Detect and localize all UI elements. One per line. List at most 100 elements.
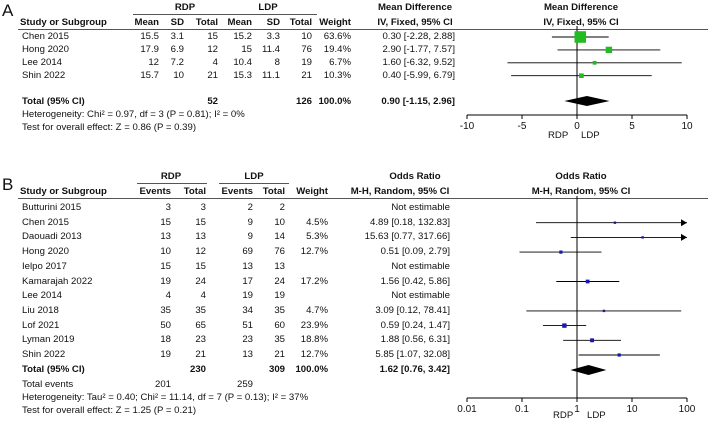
total-events-label-b: Total events: [22, 379, 74, 390]
ci-value: 0.40 [-5.99, 6.79]: [382, 70, 455, 81]
weight-value: 10.3%: [323, 70, 351, 81]
total1-value: 4: [212, 57, 218, 68]
weight-value: 12.7%: [300, 246, 328, 257]
study-header-b: Study or Subgroup: [20, 186, 107, 197]
x-tick-label: 10: [681, 121, 693, 132]
total1-value: 23: [195, 334, 206, 345]
weight-header-b: Weight: [296, 186, 328, 197]
sd1-value: 10: [173, 70, 184, 81]
total2-value: 19: [274, 290, 285, 301]
total1-value: 21: [207, 70, 218, 81]
study-point: [590, 338, 595, 343]
favours-right-b: LDP: [587, 410, 606, 421]
ci-value: 1.88 [0.56, 6.31]: [380, 334, 450, 345]
total1-value: 15: [195, 217, 206, 228]
total1-header-b: Total: [183, 186, 206, 197]
total1-a: 52: [207, 96, 218, 107]
effect-sub-a: IV, Fixed, 95% CI: [377, 17, 453, 28]
mean1-value: 17.9: [140, 44, 159, 55]
total2-value: 76: [301, 44, 312, 55]
total2-value: 10: [274, 217, 285, 228]
ci-arrow: [681, 233, 687, 241]
ci-value: 3.09 [0.12, 78.41]: [375, 305, 450, 316]
x-tick-label: 100: [679, 404, 696, 415]
weight-value: 18.8%: [300, 334, 328, 345]
total-label-a: Total (95% CI): [22, 96, 85, 107]
total-events1-b: 201: [154, 379, 171, 390]
sd2-value: 11.4: [262, 44, 280, 55]
x-tick-label: 0.1: [515, 404, 529, 415]
study-point: [579, 73, 584, 79]
x-tick-label: 0: [574, 121, 580, 132]
total-weight-b: 100.0%: [295, 364, 328, 375]
plot-sub-b: M-H, Random, 95% CI: [531, 186, 631, 197]
ci-value: Not estimable: [391, 290, 450, 301]
total1-value: 65: [195, 320, 206, 331]
study-point: [559, 250, 563, 254]
heterogeneity-b: Heterogeneity: Tau² = 0.40; Chi² = 11.14…: [22, 392, 309, 403]
total1-value: 24: [195, 276, 206, 287]
total-ci-a: 0.90 [-1.15, 2.96]: [381, 96, 455, 107]
ci-value: 15.63 [0.77, 317.66]: [364, 231, 450, 242]
x-tick-label: 5: [629, 121, 635, 132]
ci-value: 2.90 [-1.77, 7.57]: [382, 44, 455, 55]
sd2-header-a: SD: [266, 17, 280, 28]
sd1-value: 6.9: [170, 44, 184, 55]
events2-value: 9: [247, 217, 253, 228]
weight-value: 4.7%: [306, 305, 328, 316]
study-name: Lee 2014: [22, 57, 63, 68]
events2-value: 9: [247, 231, 253, 242]
total-events2-b: 259: [236, 379, 253, 390]
total-label-b: Total (95% CI): [22, 364, 85, 375]
total-ci-b: 1.62 [0.76, 3.42]: [379, 364, 450, 375]
group1-header-a: RDP: [174, 2, 196, 13]
events1-value: 15: [160, 217, 171, 228]
total1-value: 15: [207, 31, 218, 42]
ci-value: 0.51 [0.09, 2.79]: [380, 246, 450, 257]
events2-value: 19: [242, 290, 253, 301]
events1-value: 10: [160, 246, 171, 257]
study-name: Ielpo 2017: [22, 261, 67, 272]
study-name: Kamarajah 2022: [22, 276, 93, 287]
total1-header-a: Total: [195, 17, 218, 28]
x-tick-label: 10: [626, 404, 638, 415]
events1-header-b: Events: [139, 186, 171, 197]
study-point: [574, 31, 587, 43]
total1-b: 230: [189, 364, 206, 375]
study-point: [605, 46, 613, 54]
events2-value: 51: [242, 320, 253, 331]
pooled-diamond: [564, 96, 610, 106]
panel-b-letter: B: [2, 175, 14, 194]
study-name: Lof 2021: [22, 320, 60, 331]
total2-b: 309: [268, 364, 285, 375]
study-name: Lee 2014: [22, 290, 63, 301]
events1-value: 50: [160, 320, 171, 331]
total2-value: 13: [274, 261, 285, 272]
total1-value: 12: [207, 44, 218, 55]
mean1-header-a: Mean: [134, 17, 159, 28]
plot-sub-a: IV, Fixed, 95% CI: [543, 17, 619, 28]
sd2-value: 3.3: [266, 31, 280, 42]
study-name: Daouadi 2013: [22, 231, 82, 242]
plot-title-a: Mean Difference: [543, 2, 619, 13]
events1-value: 13: [160, 231, 171, 242]
mean1-value: 15.7: [140, 70, 159, 81]
heterogeneity-a: Heterogeneity: Chi² = 0.97, df = 3 (P = …: [22, 109, 245, 120]
total2-value: 10: [301, 31, 312, 42]
study-name: Shin 2022: [22, 349, 66, 360]
total2-a: 126: [295, 96, 312, 107]
favours-left-a: RDP: [548, 130, 569, 141]
sd1-value: 7.2: [170, 57, 184, 68]
events2-value: 13: [242, 349, 253, 360]
mean2-value: 10.4: [233, 57, 252, 68]
events1-value: 35: [160, 305, 171, 316]
ci-value: 0.59 [0.24, 1.47]: [380, 320, 450, 331]
favours-left-b: RDP: [553, 410, 574, 421]
total2-value: 21: [274, 349, 285, 360]
total2-value: 2: [279, 202, 285, 213]
pooled-diamond: [570, 365, 607, 375]
events1-value: 3: [165, 202, 171, 213]
ci-value: 1.60 [-6.32, 9.52]: [382, 57, 455, 68]
study-name: Liu 2018: [22, 305, 59, 316]
study-name: Hong 2020: [22, 44, 69, 55]
